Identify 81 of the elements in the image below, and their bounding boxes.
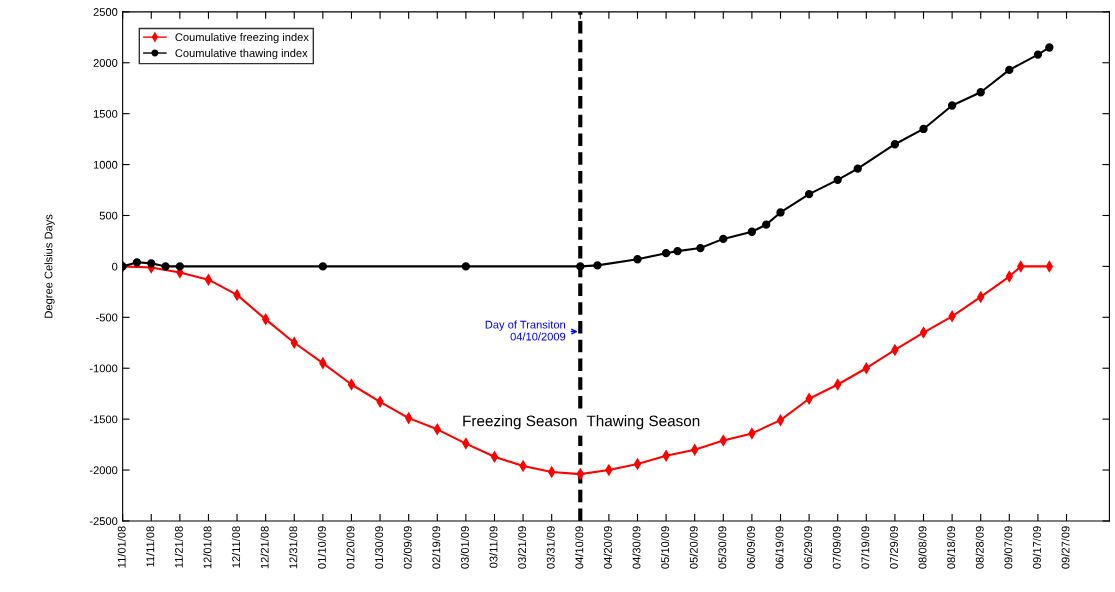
x-tick-label: 11/01/08 [117,526,126,568]
x-tick-label: 08/28/09 [975,526,984,569]
x-tick-label: 04/20/09 [603,526,612,569]
x-tick-label: 03/31/09 [546,526,555,569]
annotation: Freezing Season [463,415,577,430]
y-tick-label: -500 [96,313,118,322]
point [776,208,785,217]
point [696,243,705,253]
x-tick-label: 05/30/09 [718,526,727,569]
y-tick-label: 500 [99,211,118,220]
annotation: Day of Transiton 04/10/2009 [485,320,566,341]
x-tick-label: 07/09/09 [832,526,841,569]
x-tick-label: 12/21/08 [260,526,269,569]
x-tick-label: 06/09/09 [746,526,755,569]
legend-label: Coumulative thawing index [175,48,308,60]
point [833,175,842,185]
x-tick-label: 06/29/09 [803,526,813,569]
point [804,189,814,199]
x-tick-label: 03/11/09 [489,526,498,568]
x-tick-label: 09/07/09 [1004,526,1013,569]
point [762,220,771,229]
x-tick-label: 01/30/09 [374,526,384,569]
x-tick-label: 03/01/09 [460,526,469,569]
x-tick-label: 02/09/09 [403,526,412,569]
point [976,88,985,97]
x-tick-label: 09/17/09 [1032,526,1041,569]
point [132,258,142,267]
x-tick-label: 11/11/08 [146,526,155,567]
point [919,124,928,134]
point [1033,50,1043,59]
y-tick-label: 0 [112,262,118,271]
point [318,262,328,271]
point [204,274,213,286]
y-tick-label: 2500 [93,8,118,16]
point [747,227,757,236]
point [853,164,862,173]
point [461,262,471,271]
x-tick-label: 07/29/09 [889,526,898,569]
x-tick-label: 06/19/09 [775,526,784,569]
x-tick-label: 07/19/09 [861,526,870,569]
point [633,255,642,264]
point [147,259,156,268]
point [661,248,671,258]
point [593,261,602,270]
y-tick-label: -2500 [89,517,118,526]
x-tick-label: 01/10/09 [317,526,326,569]
point [776,414,785,426]
y-tick-label: -1500 [89,415,118,424]
point [490,451,499,463]
point [1045,43,1054,52]
y-tick-label: -1000 [89,364,118,373]
legend-label: Coumulative freezing index [175,32,309,44]
point [890,140,900,149]
point [1005,65,1014,75]
x-tick-label: 01/20/09 [346,526,355,569]
y-tick-label: 1000 [93,160,118,169]
annotation: Thawing Season [586,415,700,430]
point [633,458,642,470]
y-axis-title: Degree Celsius Days [44,214,55,318]
x-tick-label: 08/18/09 [946,526,956,569]
point [673,246,682,256]
point [947,101,957,110]
x-tick-label: 08/08/09 [918,526,927,569]
x-tick-label: 09/27/09 [1061,526,1070,569]
y-tick-label: 1500 [93,109,118,118]
point [576,262,585,271]
y-tick-label: 2000 [93,59,118,67]
x-tick-label: 05/20/09 [689,526,698,569]
x-tick-label: 12/31/08 [289,526,298,569]
y-tick-label: -2000 [89,466,118,475]
x-tick-label: 05/10/09 [660,526,670,569]
x-tick-label: 02/19/09 [432,526,441,569]
x-tick-label: 04/30/09 [632,526,641,569]
point [175,262,185,271]
x-tick-label: 04/10/09 [575,526,584,569]
x-tick-label: 11/21/08 [174,526,183,568]
x-tick-label: 12/11/08 [231,526,241,568]
x-tick-label: 12/01/08 [203,526,212,569]
point [161,262,170,271]
x-tick-label: 03/21/09 [517,526,527,569]
point [719,234,728,244]
